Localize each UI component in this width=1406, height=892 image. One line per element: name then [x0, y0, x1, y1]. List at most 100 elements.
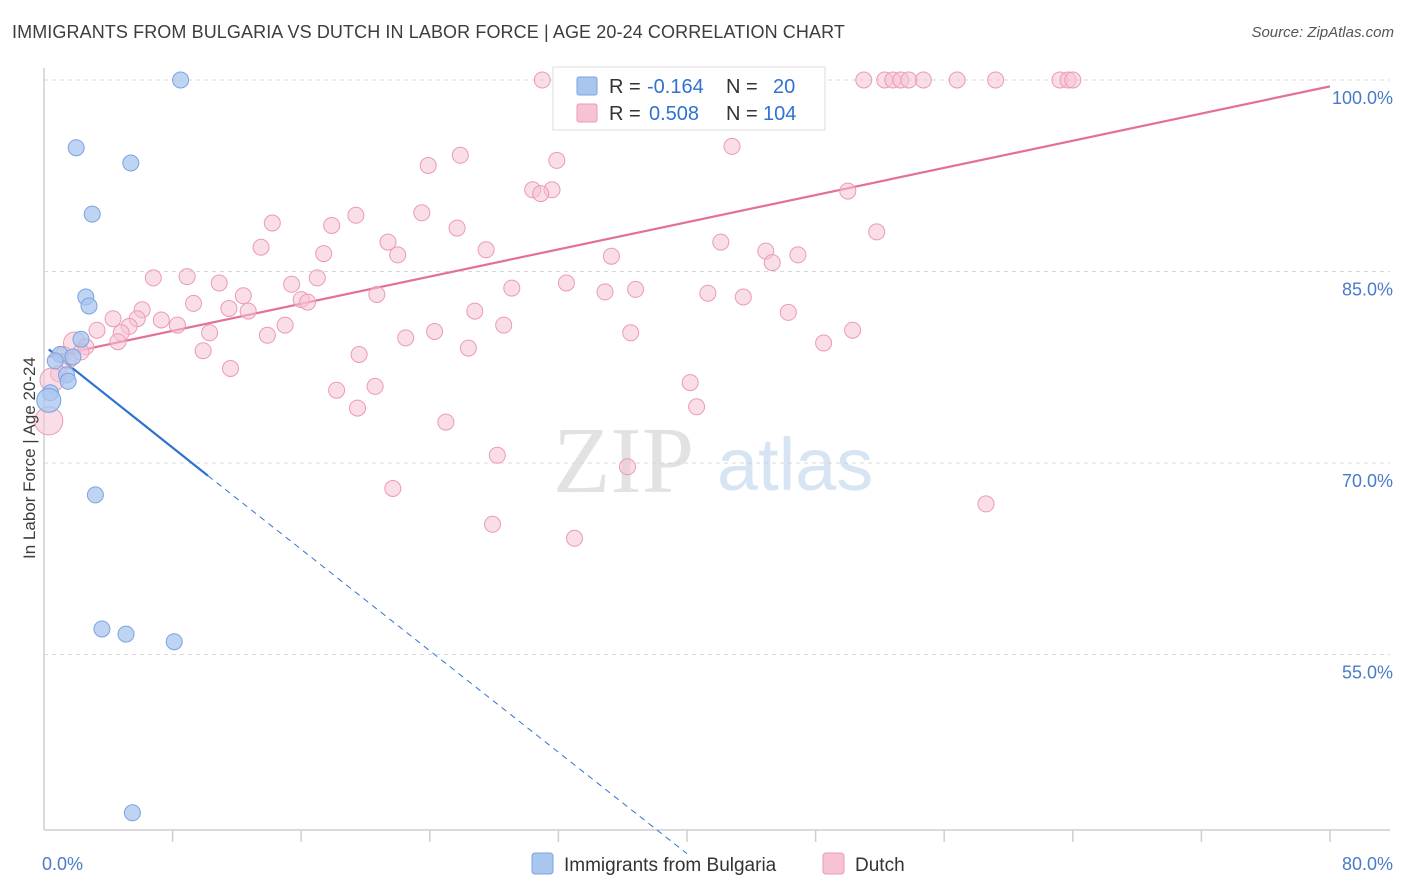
y-tick-label-1: 85.0% — [1342, 280, 1393, 300]
dutch-point-58 — [779, 303, 797, 321]
dutch-point-97 — [977, 495, 995, 513]
dutch-point-79 — [194, 342, 212, 360]
dutch-point-56 — [239, 302, 257, 320]
dutch-point-10 — [987, 71, 1005, 89]
dutch-point-95 — [619, 458, 636, 476]
dutch-point-90 — [688, 398, 706, 416]
bulgaria-point-0 — [172, 71, 190, 89]
dutch-point-78 — [459, 339, 477, 357]
dutch-point-9 — [948, 71, 966, 89]
dutch-point-96 — [384, 480, 402, 497]
dutch-point-46 — [596, 283, 614, 301]
dutch-point-82 — [350, 346, 368, 363]
legend-label-dutch: Dutch — [855, 855, 905, 876]
dutch-point-36 — [789, 246, 807, 264]
dutch-point-17 — [419, 157, 437, 174]
bulgaria-point-9 — [46, 352, 64, 370]
bulgaria-point-11 — [59, 372, 77, 390]
x-tick-label-1: 80.0% — [1342, 854, 1393, 874]
dutch-point-25 — [323, 217, 341, 234]
scatter-points — [34, 71, 1082, 822]
dutch-point-31 — [477, 241, 495, 259]
dutch-point-41 — [210, 274, 228, 292]
stats-r-label-1: R = — [609, 76, 641, 98]
dutch-point-53 — [185, 294, 202, 312]
dutch-point-28 — [379, 233, 397, 251]
x-tick-labels: 0.0% 80.0% — [42, 854, 1393, 874]
bulgaria-point-6 — [72, 330, 90, 348]
dutch-point-27 — [868, 223, 886, 241]
bulgaria-point-17 — [165, 633, 183, 651]
dutch-point-29 — [712, 233, 730, 251]
dutch-point-50 — [234, 287, 252, 305]
dutch-point-99 — [566, 529, 583, 547]
dutch-trend-line — [48, 85, 1331, 359]
y-tick-label-3: 55.0% — [1342, 663, 1393, 683]
dutch-point-98 — [484, 515, 501, 533]
dutch-point-0 — [533, 71, 551, 89]
dutch-point-69 — [426, 323, 444, 340]
dutch-point-34 — [389, 246, 407, 264]
y-axis-label: In Labor Force | Age 20-24 — [20, 357, 39, 559]
dutch-point-16 — [548, 151, 566, 169]
grid-lines — [44, 79, 1390, 655]
axes — [43, 68, 1390, 842]
dutch-point-22 — [347, 206, 365, 224]
dutch-point-87 — [366, 377, 384, 395]
y-tick-labels: 100.0% 85.0% 70.0% 55.0% — [1332, 88, 1393, 683]
dutch-point-21 — [839, 182, 857, 200]
dutch-point-43 — [557, 274, 575, 292]
bulgaria-point-13 — [36, 387, 62, 413]
dutch-point-49 — [734, 288, 752, 306]
dutch-point-71 — [844, 321, 862, 339]
dutch-point-24 — [263, 214, 281, 232]
dutch-point-72 — [258, 326, 276, 344]
dutch-point-57 — [466, 302, 484, 320]
stats-swatch-blue — [576, 76, 598, 96]
dutch-point-13 — [1064, 71, 1082, 89]
bulgaria-point-5 — [80, 297, 98, 315]
chart-title: IMMIGRANTS FROM BULGARIA VS DUTCH IN LAB… — [12, 22, 845, 42]
dutch-point-73 — [397, 329, 415, 347]
dutch-point-35 — [602, 247, 620, 265]
dutch-point-26 — [448, 219, 466, 237]
stats-n-label-1: N = — [726, 76, 758, 98]
zipatlas-watermark: ZIP atlas — [553, 409, 873, 513]
stats-n-label-2: N = — [726, 103, 758, 125]
stats-r-value-2: 0.508 — [649, 103, 699, 125]
dutch-point-14 — [723, 137, 741, 155]
dutch-point-86 — [681, 374, 699, 392]
dutch-point-42 — [283, 275, 301, 293]
watermark-atlas: atlas — [717, 423, 873, 506]
stats-n-value-1: 20 — [773, 76, 795, 98]
dutch-point-61 — [152, 311, 170, 329]
bulgaria-trend-line — [48, 348, 209, 477]
dutch-point-38 — [144, 269, 162, 287]
x-tick-label-0: 0.0% — [42, 854, 83, 874]
source-credit: Source: ZipAtlas.com — [1251, 24, 1394, 41]
bulgaria-point-15 — [93, 620, 111, 638]
legend-label-bulgaria: Immigrants from Bulgaria — [564, 855, 777, 876]
dutch-point-15 — [451, 146, 469, 164]
dutch-point-40 — [308, 269, 326, 287]
stats-swatch-pink — [576, 103, 598, 123]
bulgaria-point-14 — [86, 486, 104, 504]
stats-legend-box — [552, 66, 826, 131]
legend-swatch-dutch — [822, 852, 845, 875]
dutch-point-62 — [168, 316, 186, 334]
dutch-point-45 — [627, 280, 645, 298]
stats-n-value-2: 104 — [763, 103, 796, 125]
dutch-point-77 — [815, 334, 833, 352]
dutch-point-66 — [88, 321, 106, 339]
dutch-point-84 — [222, 360, 239, 377]
bulgaria-trend-extension — [207, 475, 688, 855]
stats-r-value-1: -0.164 — [647, 76, 704, 98]
trend-lines — [48, 85, 1331, 855]
dutch-point-37 — [763, 254, 781, 272]
bulgaria-point-2 — [122, 154, 140, 172]
dutch-point-7 — [900, 71, 918, 89]
bulgaria-point-16 — [117, 625, 135, 643]
dutch-point-59 — [104, 310, 122, 328]
dutch-point-8 — [914, 71, 932, 89]
